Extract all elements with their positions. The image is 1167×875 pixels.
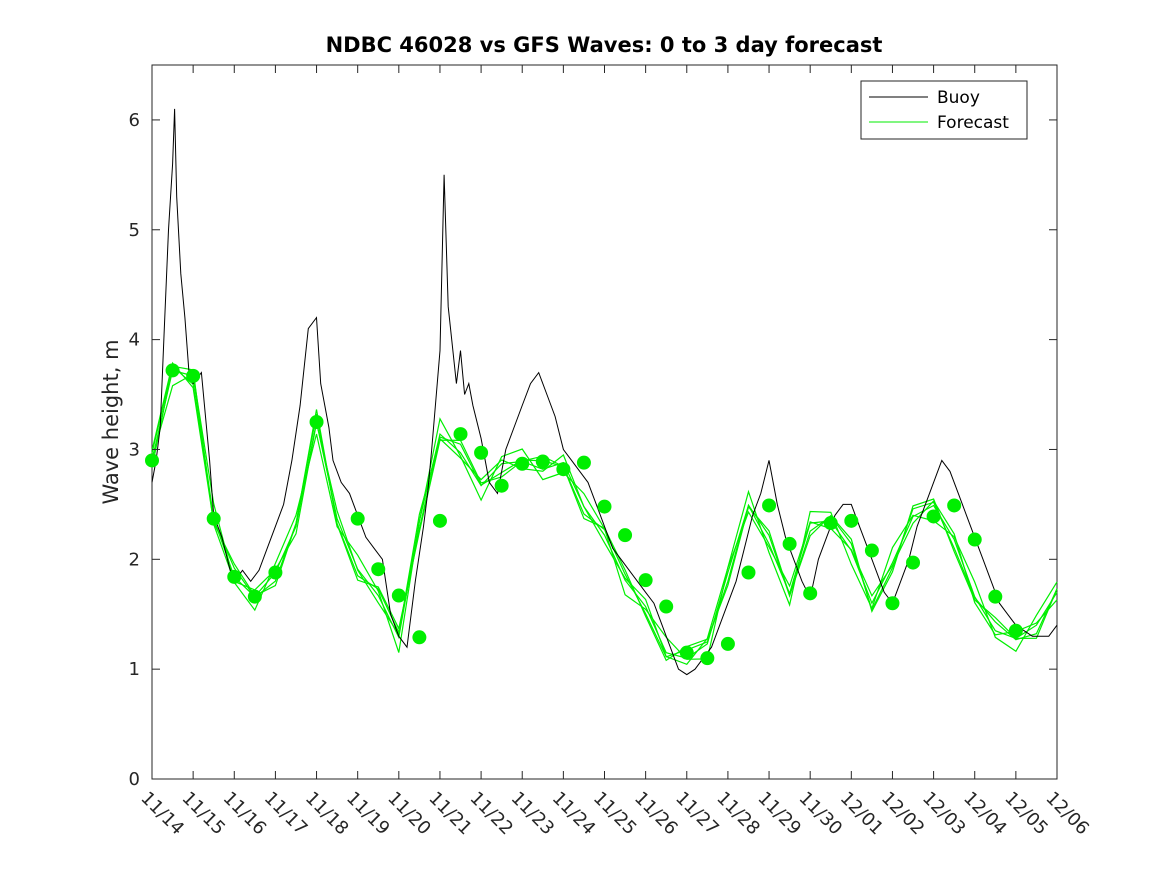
forecast-line-variant [151, 361, 1058, 662]
y-tick-label: 5 [129, 220, 140, 241]
forecast-marker [535, 454, 550, 469]
forecast-marker [474, 445, 489, 460]
forecast-marker [1008, 623, 1023, 638]
forecast-marker [309, 415, 324, 429]
forecast-marker [659, 599, 674, 614]
forecast-marker [165, 363, 180, 378]
forecast-marker [227, 569, 242, 584]
forecast-marker [844, 513, 859, 528]
forecast-marker [576, 455, 591, 470]
y-tick-label: 2 [129, 549, 140, 570]
legend-box [860, 80, 1028, 140]
forecast-marker [597, 499, 612, 514]
forecast-markers [145, 363, 1023, 666]
forecast-marker [679, 645, 694, 660]
forecast-marker [720, 636, 735, 651]
forecast-marker [145, 453, 159, 468]
y-tick-label: 6 [129, 110, 140, 131]
forecast-marker [762, 498, 777, 513]
forecast-marker [988, 589, 1003, 604]
forecast-marker [618, 528, 633, 543]
y-axis-label: Wave height, m [99, 339, 123, 504]
forecast-marker [206, 511, 221, 526]
y-tick-label: 0 [129, 769, 140, 790]
forecast-marker [186, 368, 201, 383]
forecast-marker [741, 565, 756, 580]
forecast-marker [268, 565, 283, 580]
plot-frame [151, 64, 1058, 780]
forecast-marker [782, 536, 797, 551]
forecast-marker [885, 596, 900, 611]
y-tick-label: 3 [129, 439, 140, 460]
forecast-marker [823, 516, 838, 531]
forecast-marker [432, 513, 447, 528]
plot-area [145, 64, 1058, 780]
forecast-line [151, 369, 1058, 659]
legend-forecast-label: Forecast [937, 113, 1009, 133]
forecast-marker [556, 462, 571, 477]
legend: Buoy Forecast [860, 80, 1028, 140]
y-tick-label: 1 [129, 659, 140, 680]
forecast-line-variant [151, 365, 1058, 666]
legend-buoy-label: Buoy [937, 88, 980, 108]
forecast-marker [350, 511, 365, 526]
forecast-marker [864, 543, 879, 558]
forecast-marker [947, 498, 962, 513]
forecast-marker [412, 630, 427, 645]
forecast-marker [494, 478, 509, 493]
forecast-marker [638, 573, 653, 588]
forecast-marker [247, 589, 262, 604]
forecast-marker [371, 562, 386, 577]
y-axis: 0 1 2 3 4 5 6 [129, 110, 1057, 790]
forecast-marker [906, 555, 921, 570]
forecast-series [151, 361, 1058, 666]
forecast-marker [515, 456, 530, 471]
forecast-marker [967, 532, 982, 547]
forecast-marker [453, 427, 468, 442]
y-tick-label: 4 [129, 330, 140, 351]
forecast-marker [391, 588, 406, 603]
forecast-marker [803, 586, 818, 601]
forecast-marker [926, 509, 941, 524]
forecast-marker [700, 651, 715, 666]
chart-title: NDBC 46028 vs GFS Waves: 0 to 3 day fore… [326, 33, 883, 57]
